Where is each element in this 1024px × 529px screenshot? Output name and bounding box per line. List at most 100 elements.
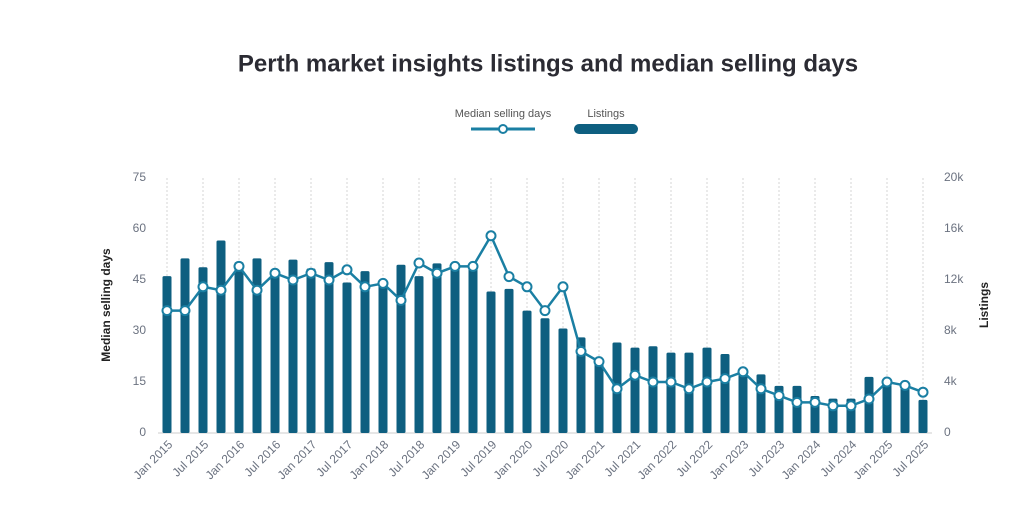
bar (450, 267, 460, 433)
y-tick-label: 0 (139, 425, 146, 439)
line-marker (305, 267, 317, 279)
x-tick-label: Jan 2017 (275, 437, 320, 482)
bar (324, 262, 334, 433)
bar (792, 385, 802, 433)
x-tick-label: Jan 2020 (491, 437, 536, 482)
bar (216, 240, 226, 433)
line-marker (341, 264, 353, 276)
line-marker (287, 274, 299, 286)
line-marker (323, 274, 335, 286)
bar (234, 262, 244, 433)
line-marker (251, 284, 263, 296)
bar (504, 288, 514, 433)
line-marker (701, 376, 713, 388)
bar (198, 267, 208, 433)
bar (576, 337, 586, 433)
line-marker (413, 257, 425, 269)
line-marker (521, 281, 533, 293)
line-marker (557, 281, 569, 293)
bar (414, 276, 424, 433)
line-marker (467, 260, 479, 272)
line-marker (593, 356, 605, 368)
line-marker (611, 383, 623, 395)
x-tick-label: Jul 2025 (889, 437, 931, 479)
line-marker (809, 396, 821, 408)
line-marker (683, 383, 695, 395)
bar (630, 347, 640, 433)
line-marker (719, 373, 731, 385)
bar (342, 282, 352, 433)
line-marker (179, 305, 191, 317)
bar (900, 383, 910, 433)
x-tick-label: Jan 2018 (347, 437, 392, 482)
y-tick-label: 30 (133, 323, 147, 337)
y2-tick-label: 0 (944, 425, 951, 439)
line-marker (269, 267, 281, 279)
line-marker (377, 277, 389, 289)
x-tick-label: Jan 2023 (707, 437, 752, 482)
bar (270, 269, 280, 433)
x-tick-label: Jan 2021 (563, 437, 608, 482)
line-marker (395, 294, 407, 306)
bar (468, 263, 478, 433)
bar (288, 259, 298, 433)
bar (396, 264, 406, 433)
bar (756, 374, 766, 433)
y2-axis-title: Listings (977, 282, 991, 328)
legend-marker (498, 124, 508, 134)
bar (594, 361, 604, 433)
line-marker (737, 366, 749, 378)
y2-tick-label: 16k (944, 221, 964, 235)
bar (360, 271, 370, 433)
legend-bar (574, 124, 638, 134)
y2-tick-label: 4k (944, 374, 958, 388)
bar (666, 352, 676, 433)
bar (648, 346, 658, 433)
line-marker (539, 305, 551, 317)
y-tick-label: 60 (133, 221, 147, 235)
bar (738, 370, 748, 433)
line-marker (161, 305, 173, 317)
x-tick-label: Jan 2022 (635, 437, 680, 482)
y-tick-label: 45 (133, 272, 147, 286)
legend-label: Median selling days (455, 108, 552, 120)
bar (558, 328, 568, 433)
bar (864, 376, 874, 433)
bar (162, 276, 172, 433)
y2-tick-label: 8k (944, 323, 958, 337)
bar (180, 258, 190, 433)
x-tick-label: Jan 2019 (419, 437, 464, 482)
y-tick-label: 75 (133, 170, 147, 184)
line-marker (233, 260, 245, 272)
chart-title: Perth market insights listings and media… (238, 50, 858, 77)
line-marker (827, 400, 839, 412)
bar (486, 291, 496, 433)
y2-tick-label: 20k (944, 170, 964, 184)
x-tick-label: Jan 2024 (779, 437, 824, 482)
line-marker (845, 400, 857, 412)
line-marker (773, 390, 785, 402)
line-marker (503, 271, 515, 283)
legend-label: Listings (587, 108, 625, 120)
y-axis-title: Median selling days (99, 248, 113, 362)
line-marker (755, 383, 767, 395)
bar (540, 318, 550, 433)
line-marker (665, 376, 677, 388)
bar (306, 268, 316, 433)
line-marker (899, 379, 911, 391)
line-marker (881, 376, 893, 388)
line-marker (359, 281, 371, 293)
bar (702, 347, 712, 433)
line-marker (647, 376, 659, 388)
bar (720, 353, 730, 433)
line-marker (575, 345, 587, 357)
line-marker (629, 369, 641, 381)
bar (882, 379, 892, 433)
bar (432, 263, 442, 433)
line-marker (863, 393, 875, 405)
y-tick-label: 15 (133, 374, 147, 388)
line-marker (431, 267, 443, 279)
x-tick-label: Jan 2015 (131, 437, 176, 482)
line-marker (791, 396, 803, 408)
